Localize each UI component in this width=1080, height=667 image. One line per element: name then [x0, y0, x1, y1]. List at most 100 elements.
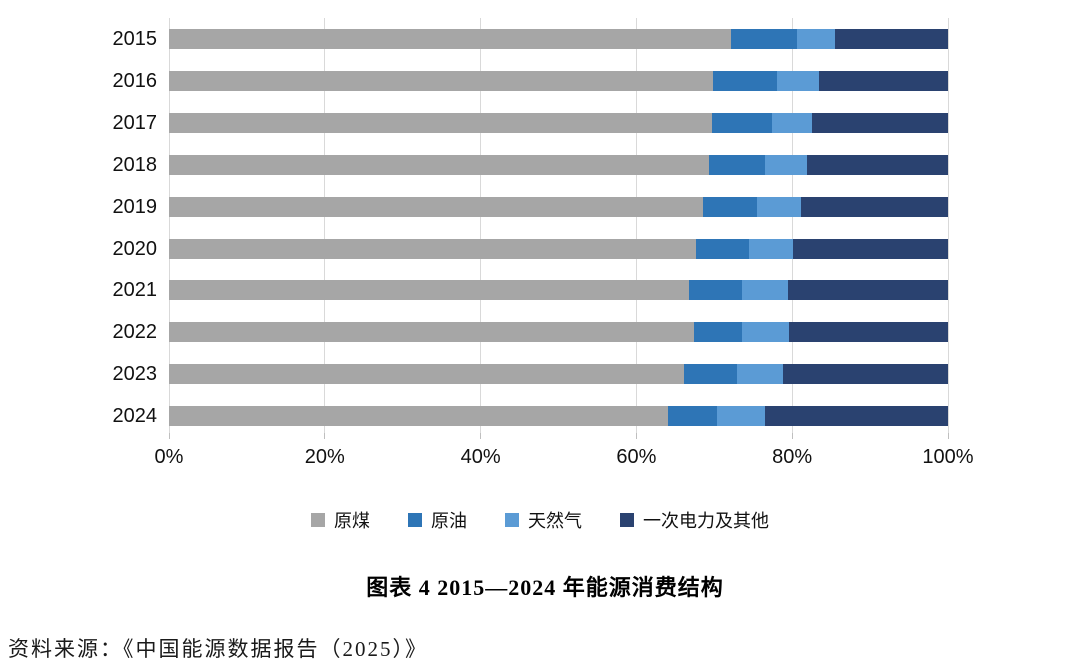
stacked-bar-2024 — [169, 406, 948, 427]
bar-segment-原油-2015 — [730, 29, 797, 49]
bar-segment-天然气-2023 — [736, 364, 783, 385]
year-label-2016: 2016 — [112, 69, 158, 92]
bar-segment-天然气-2019 — [757, 196, 801, 217]
bar-segment-原煤-2022 — [169, 322, 695, 343]
stacked-bar-2016 — [169, 70, 948, 91]
bar-segment-天然气-2020 — [748, 238, 793, 259]
axis-tick-60% — [635, 433, 637, 439]
bar-segment-天然气-2017 — [771, 112, 813, 133]
chart-legend: 原煤 原油 天然气 一次电力及其他 — [0, 507, 1080, 533]
x-axis-label-80%: 80% — [772, 446, 813, 468]
legend-item-原油: 原油 — [408, 507, 467, 533]
legend-label: 原煤 — [334, 511, 370, 531]
bar-segment-原油-2019 — [703, 196, 758, 217]
bar-row-2015: 2015 — [113, 28, 948, 50]
stacked-bar-2022 — [169, 322, 948, 343]
bar-row-2021: 2021 — [113, 279, 948, 301]
x-axis-label-20%: 20% — [304, 446, 345, 468]
bar-segment-一次电力及其他-2021 — [787, 280, 948, 301]
bar-segment-一次电力及其他-2016 — [818, 70, 948, 91]
bar-segment-原煤-2016 — [169, 70, 713, 91]
bar-segment-天然气-2015 — [796, 29, 836, 49]
bar-row-2022: 2022 — [113, 321, 948, 343]
year-label-2019: 2019 — [112, 195, 158, 218]
bar-segment-一次电力及其他-2023 — [782, 364, 948, 385]
year-label-2020: 2020 — [112, 237, 158, 260]
stacked-bar-2020 — [169, 238, 948, 259]
x-axis-label-40%: 40% — [460, 446, 501, 468]
axis-tick-40% — [480, 433, 482, 439]
year-label-2021: 2021 — [112, 279, 158, 302]
bar-segment-一次电力及其他-2017 — [812, 112, 948, 133]
plot-area: 0% 20% 40% 60% 80% 100% 2015 2016 2017 2018 2019 20… — [113, 18, 974, 468]
bar-row-2016: 2016 — [113, 70, 948, 92]
year-label-2018: 2018 — [112, 153, 158, 176]
bar-segment-天然气-2018 — [764, 154, 807, 175]
bar-row-2020: 2020 — [113, 238, 948, 260]
bar-segment-原油-2016 — [712, 70, 777, 91]
year-label-2024: 2024 — [112, 405, 158, 428]
bar-segment-原煤-2017 — [169, 112, 712, 133]
bar-segment-原油-2020 — [695, 238, 749, 259]
bar-segment-一次电力及其他-2019 — [800, 196, 948, 217]
bar-segment-原油-2017 — [711, 112, 772, 133]
bar-segment-一次电力及其他-2015 — [835, 29, 948, 49]
bar-row-2023: 2023 — [113, 363, 948, 385]
bar-segment-原煤-2019 — [169, 196, 704, 217]
bar-segment-原煤-2020 — [169, 238, 696, 259]
bar-row-2019: 2019 — [113, 196, 948, 218]
legend-item-天然气: 天然气 — [505, 507, 582, 533]
year-label-2022: 2022 — [112, 321, 158, 344]
bar-segment-一次电力及其他-2018 — [806, 154, 948, 175]
axis-tick-0% — [168, 433, 170, 439]
x-axis-label-60%: 60% — [616, 446, 657, 468]
stacked-bar-2017 — [169, 112, 948, 133]
legend-label: 原油 — [431, 511, 467, 531]
legend-swatch-icon — [408, 513, 422, 527]
legend-label: 天然气 — [528, 511, 582, 531]
bar-segment-一次电力及其他-2022 — [789, 322, 948, 343]
stacked-bar-2021 — [169, 280, 948, 301]
bar-row-2017: 2017 — [113, 112, 948, 134]
bar-segment-原油-2023 — [683, 364, 737, 385]
legend-item-一次电力及其他: 一次电力及其他 — [620, 507, 769, 533]
bar-segment-原油-2018 — [708, 154, 765, 175]
chart-title: 图表 4 2015—2024 年能源消费结构 — [366, 575, 724, 600]
axis-tick-100% — [947, 433, 949, 439]
legend-label: 一次电力及其他 — [643, 511, 769, 531]
gridline-80% — [791, 18, 793, 433]
year-label-2017: 2017 — [112, 111, 158, 134]
stacked-bar-2023 — [169, 364, 948, 385]
x-axis-label-100%: 100% — [922, 446, 974, 468]
legend-swatch-icon — [311, 513, 325, 527]
axis-tick-80% — [791, 433, 793, 439]
bar-segment-原煤-2015 — [169, 29, 731, 49]
legend-item-原煤: 原煤 — [311, 507, 370, 533]
bar-segment-原油-2021 — [689, 280, 743, 301]
bar-row-2018: 2018 — [113, 154, 948, 176]
gridline-60% — [635, 18, 637, 433]
legend-swatch-icon — [620, 513, 634, 527]
gridline-20% — [324, 18, 326, 433]
stacked-bar-2018 — [169, 154, 948, 175]
bar-segment-一次电力及其他-2024 — [764, 406, 948, 427]
year-label-2023: 2023 — [112, 363, 158, 386]
bar-segment-天然气-2024 — [716, 406, 765, 427]
bar-segment-原煤-2024 — [169, 406, 668, 427]
legend-swatch-icon — [505, 513, 519, 527]
bar-row-2024: 2024 — [113, 405, 948, 427]
bar-segment-天然气-2022 — [742, 322, 790, 343]
bar-segment-原煤-2018 — [169, 154, 709, 175]
stacked-bar-2015 — [169, 29, 948, 49]
bar-segment-天然气-2021 — [742, 280, 788, 301]
x-axis-label-0%: 0% — [154, 446, 184, 468]
axis-tick-20% — [324, 433, 326, 439]
bar-segment-原油-2022 — [694, 322, 743, 343]
bar-segment-原油-2024 — [667, 406, 717, 427]
gridline-40% — [480, 18, 482, 433]
bar-segment-原煤-2023 — [169, 364, 684, 385]
bar-segment-原煤-2021 — [169, 280, 690, 301]
gridline-100% — [947, 18, 949, 433]
bar-segment-天然气-2016 — [776, 70, 819, 91]
source-note: 资料来源：《中国能源数据报告（2025）》 — [8, 637, 428, 661]
